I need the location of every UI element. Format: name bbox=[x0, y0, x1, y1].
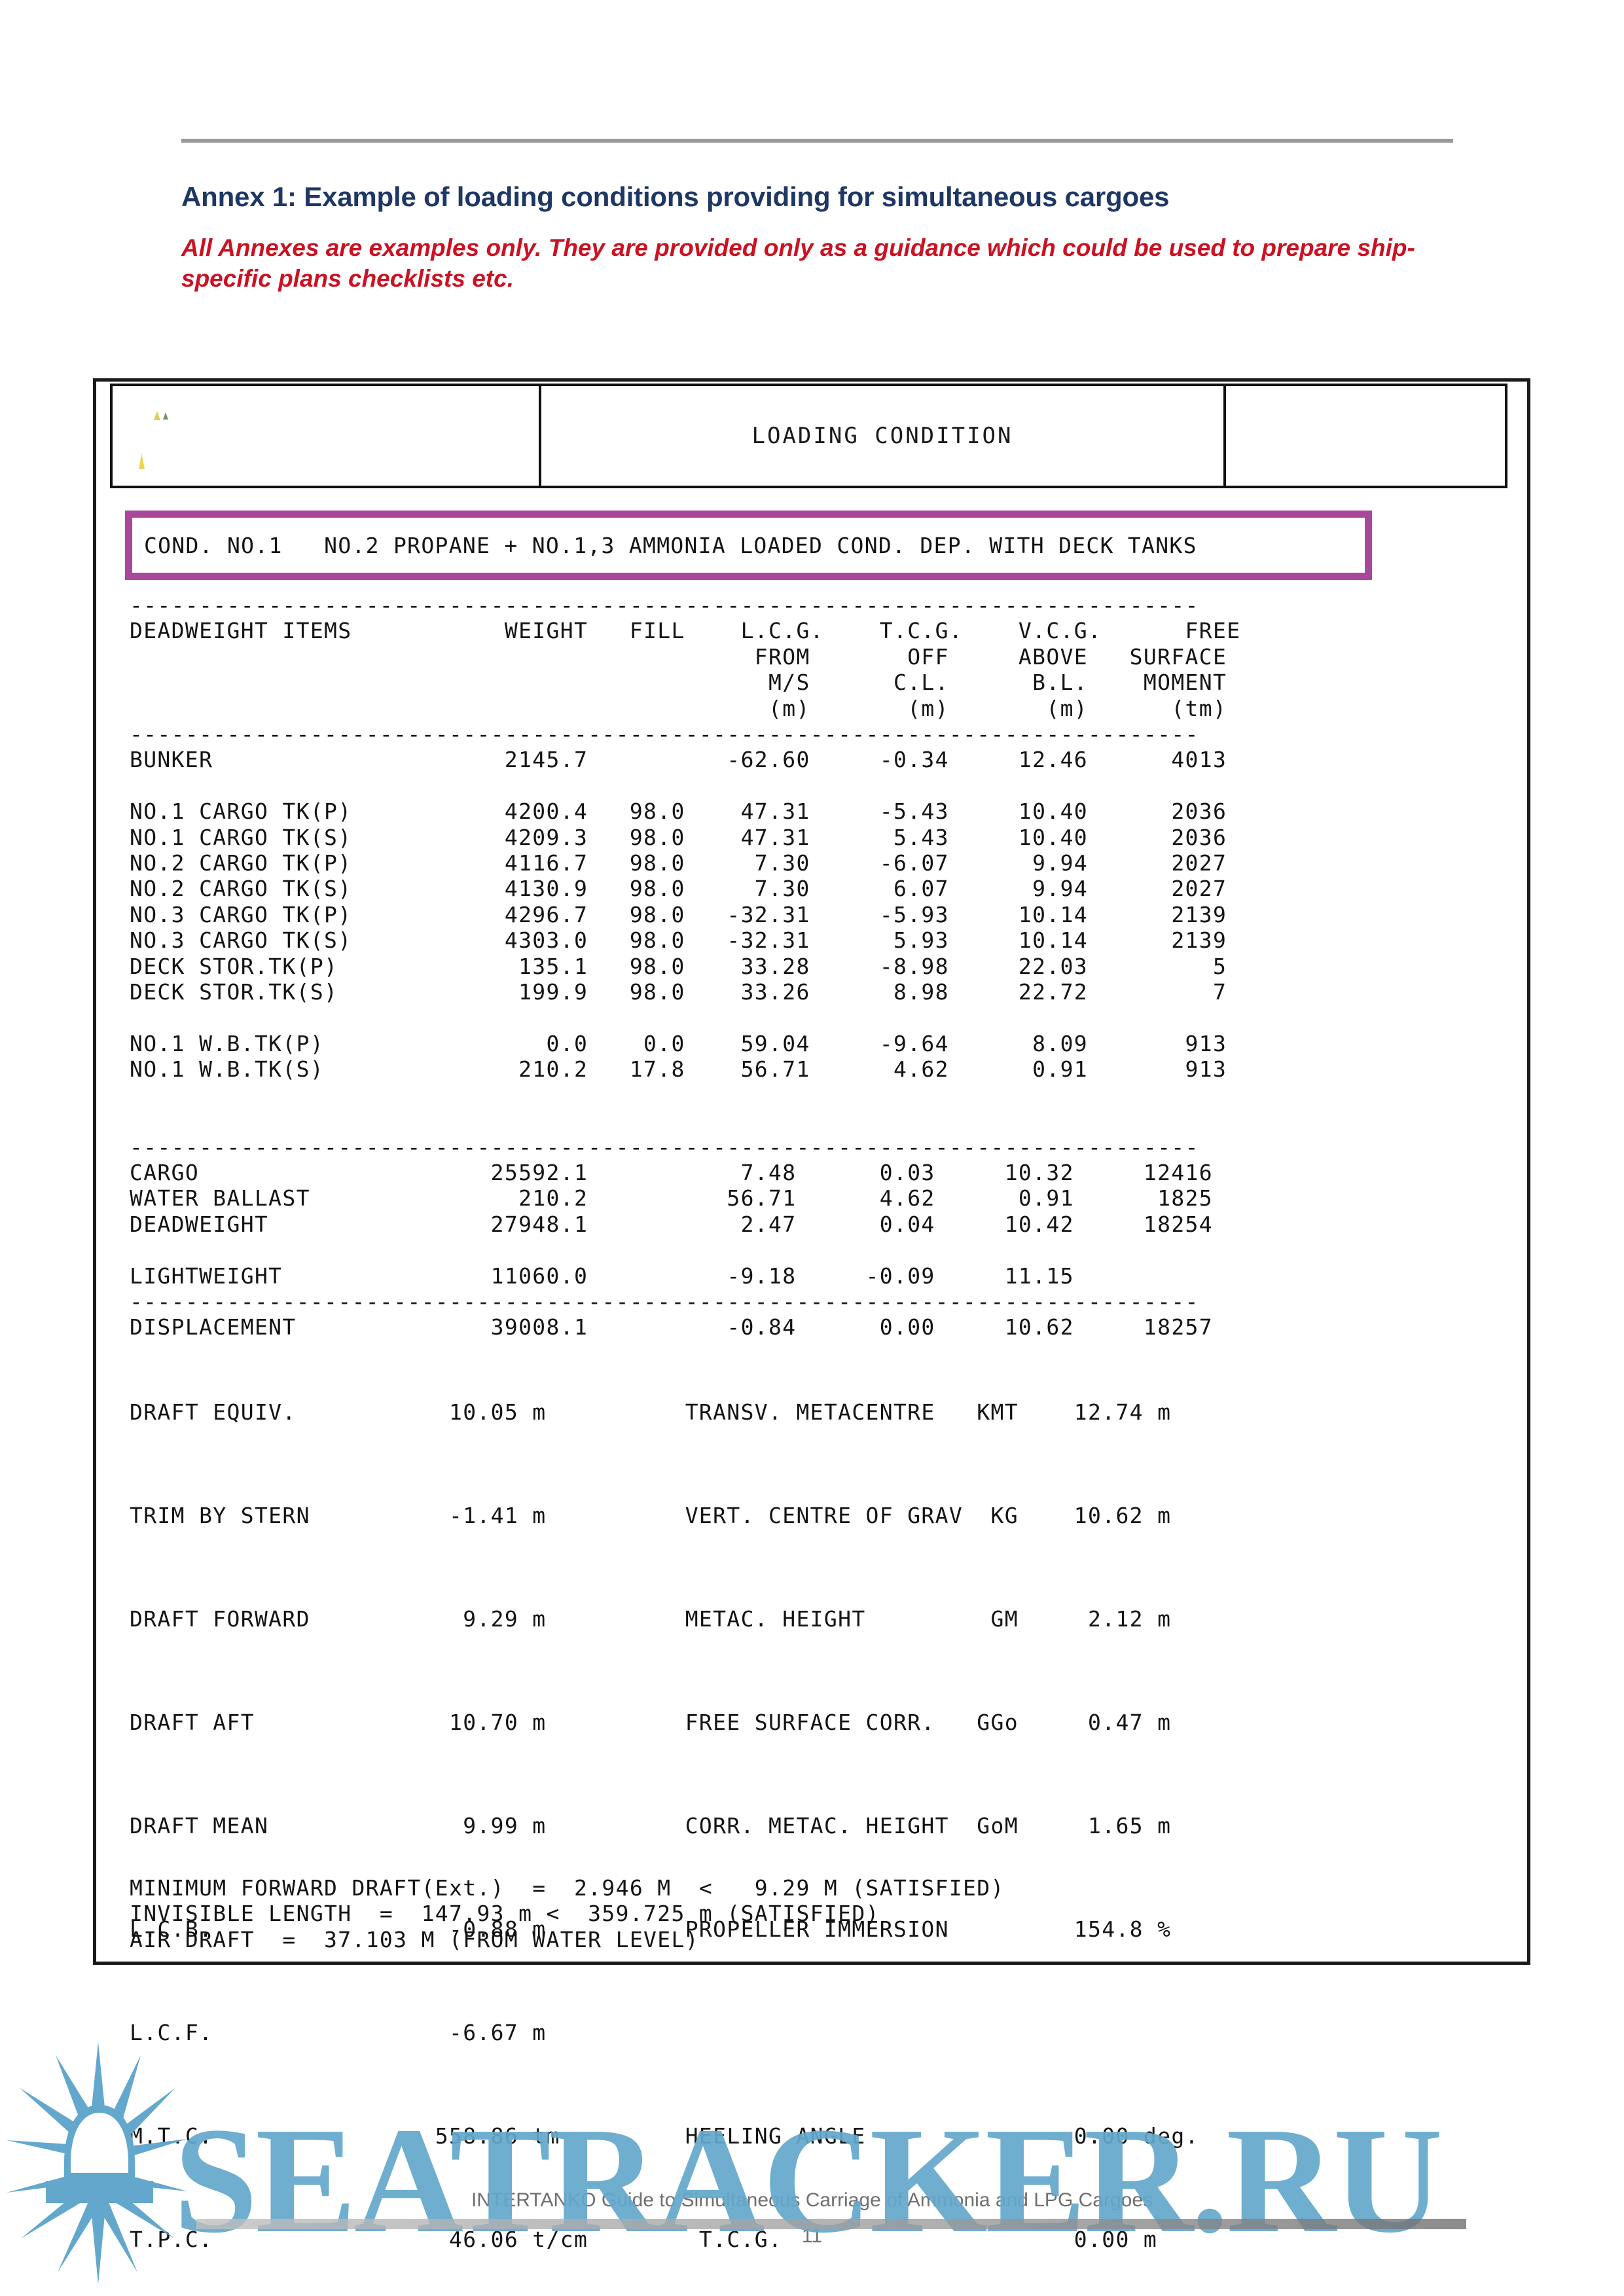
condition-label: COND. NO.1 NO.2 PROPANE + NO.1,3 AMMONIA… bbox=[144, 532, 1197, 558]
header-cell-right bbox=[1226, 386, 1505, 486]
header-divider-rule bbox=[181, 139, 1453, 143]
annex-disclaimer-note: All Annexes are examples only. They are … bbox=[181, 234, 1415, 293]
report-header-table: LOADING CONDITION bbox=[110, 384, 1507, 488]
condition-highlight-box: COND. NO.1 NO.2 PROPANE + NO.1,3 AMMONIA… bbox=[125, 511, 1372, 580]
header-cell-center: LOADING CONDITION bbox=[541, 386, 1226, 486]
compliance-notes-block: MINIMUM FORWARD DRAFT(Ext.) = 2.946 M < … bbox=[130, 1875, 1005, 1952]
scan-artifact-icon bbox=[163, 412, 168, 420]
scan-artifact-icon bbox=[154, 411, 160, 420]
footer-caption: INTERTANKO Guide to Simultaneous Carriag… bbox=[471, 2189, 1153, 2211]
page-title: Annex 1: Example of loading conditions p… bbox=[181, 181, 1170, 212]
loading-report-frame bbox=[93, 378, 1530, 1965]
deadweight-items-table: ----------------------------------------… bbox=[130, 592, 1241, 1340]
stability-summary-block: DRAFT EQUIV. 10.05 m TRANSV. METACENTRE … bbox=[130, 1399, 1199, 2252]
header-cell-left bbox=[113, 386, 541, 486]
page-number: 11 bbox=[801, 2225, 823, 2247]
loading-condition-heading: LOADING CONDITION bbox=[751, 423, 1013, 449]
scan-artifact-icon bbox=[139, 454, 145, 469]
